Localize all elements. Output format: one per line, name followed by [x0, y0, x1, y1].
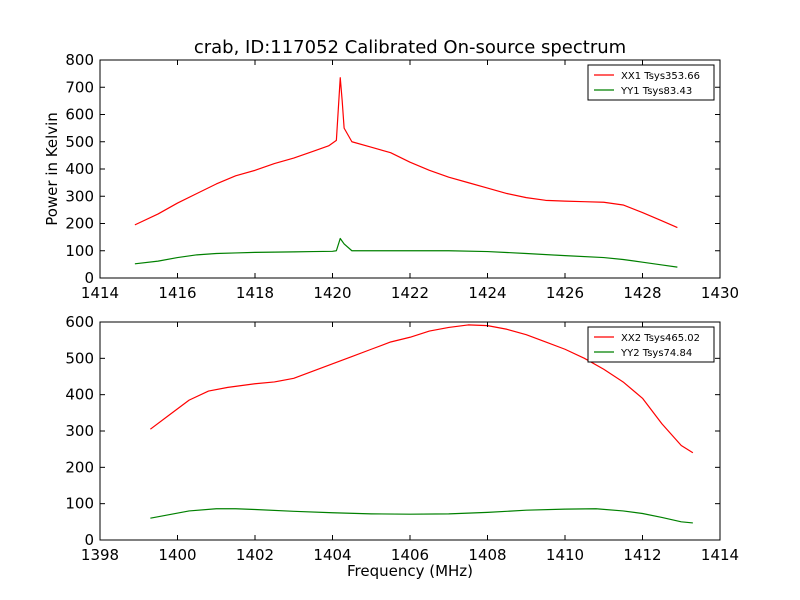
top-x-tick-label: 1414 — [81, 284, 119, 302]
top-legend-label: XX1 Tsys353.66 — [621, 71, 700, 82]
bottom-legend-label: XX2 Tsys465.02 — [621, 333, 700, 344]
top-panel: Power in Kelvin 1414 1416 1418 1420 1422 1424… — [43, 51, 739, 302]
top-y-tick-label: 500 — [65, 133, 94, 151]
top-y-tick-label: 200 — [65, 215, 94, 233]
bottom-y-tick-label: 200 — [65, 458, 94, 476]
top-y-axis-label: Power in Kelvin — [43, 112, 61, 226]
top-y-tick-label: 800 — [65, 51, 94, 69]
top-x-tick-label: 1416 — [158, 284, 196, 302]
bottom-x-tick-label: 1406 — [391, 546, 429, 564]
top-x-tick-label: 1426 — [546, 284, 584, 302]
bottom-x-tick-label: 1402 — [236, 546, 274, 564]
bottom-y-tick-label: 300 — [65, 422, 94, 440]
bottom-legend-label: YY2 Tsys74.84 — [620, 348, 692, 359]
top-x-tick-label: 1420 — [313, 284, 351, 302]
bottom-y-tick-label: 0 — [84, 531, 94, 549]
bottom-x-tick-label: 1412 — [623, 546, 661, 564]
bottom-x-tick-label: 1404 — [313, 546, 351, 564]
top-y-tick-label: 400 — [65, 160, 94, 178]
bottom-x-tick-label: 1410 — [546, 546, 584, 564]
bottom-y-tick-label: 500 — [65, 349, 94, 367]
bottom-legend-box — [587, 326, 715, 363]
bottom-series-line-xx2 — [150, 324, 694, 454]
top-series-line-xx1 — [134, 77, 678, 229]
top-y-tick-label: 700 — [65, 78, 94, 96]
top-legend-label: YY1 Tsys83.43 — [620, 86, 692, 97]
top-x-tick-label: 1428 — [623, 284, 661, 302]
bottom-panel: Frequency (MHz) 1398 1400 1402 1404 1406 1408… — [65, 313, 739, 580]
top-legend-box — [587, 64, 715, 101]
bottom-x-tick-label: 1398 — [81, 546, 119, 564]
bottom-x-tick-label: 1414 — [701, 546, 739, 564]
chart-title: crab, ID:117052 Calibrated On-source spe… — [194, 37, 626, 58]
top-x-tick-label: 1430 — [701, 284, 739, 302]
top-y-tick-label: 600 — [65, 106, 94, 124]
top-y-tick-label: 300 — [65, 187, 94, 205]
bottom-y-tick-label: 600 — [65, 313, 94, 331]
top-y-tick-label: 0 — [84, 269, 94, 287]
top-x-tick-label: 1424 — [468, 284, 506, 302]
top-x-tick-label: 1418 — [236, 284, 274, 302]
top-x-tick-label: 1422 — [391, 284, 429, 302]
bottom-y-tick-label: 400 — [65, 386, 94, 404]
bottom-series-line-yy2 — [150, 508, 693, 524]
bottom-x-tick-label: 1400 — [158, 546, 196, 564]
top-y-tick-label: 100 — [65, 242, 94, 260]
top-series-line-yy1 — [134, 237, 678, 268]
bottom-x-axis-label: Frequency (MHz) — [347, 562, 473, 580]
bottom-x-tick-label: 1408 — [468, 546, 506, 564]
bottom-y-tick-label: 100 — [65, 495, 94, 513]
